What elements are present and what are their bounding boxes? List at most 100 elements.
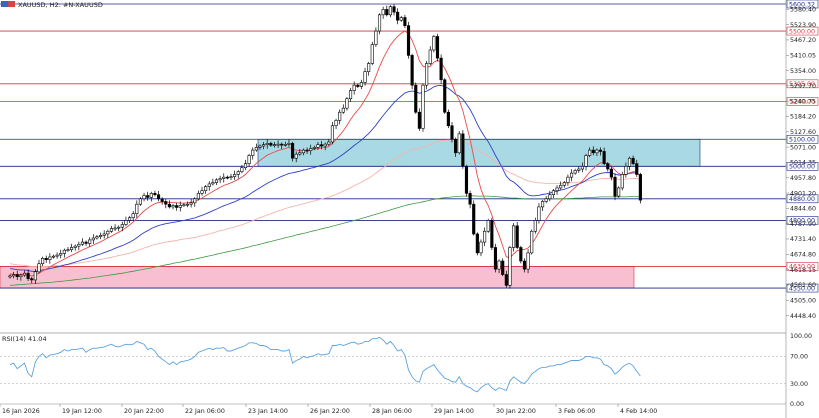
candle-body [265, 143, 269, 145]
time-tick-label: 28 Jan 06:00 [372, 408, 412, 415]
ma-slow-line [9, 139, 641, 268]
ma-mid-line [9, 84, 641, 272]
level-tag [786, 283, 819, 293]
candle-body [51, 255, 56, 258]
candle-body [526, 252, 530, 270]
candle-body [298, 152, 302, 155]
candle-body [461, 133, 465, 167]
candle-body [84, 241, 88, 244]
candle-body [70, 247, 74, 250]
candle-body [120, 224, 124, 228]
candle-body [617, 187, 621, 197]
price-tick-label: 4618.15 [790, 267, 816, 274]
candle-body [156, 194, 161, 200]
candle-body [102, 233, 106, 236]
candle-body [243, 163, 248, 168]
time-tick-label: 29 Jan 14:00 [434, 408, 474, 415]
candle-body [236, 171, 240, 175]
candle-body [381, 9, 385, 16]
candle-body [41, 258, 45, 265]
candle-body [367, 63, 371, 72]
level-label: 5600.32 [789, 1, 815, 8]
candle-body [421, 84, 425, 129]
price-tick-label: 5410.05 [790, 53, 816, 60]
candle-body [109, 228, 114, 232]
price-tick-label: 5240.75 [790, 98, 816, 105]
price-tick-label: 5184.20 [790, 114, 816, 121]
rsi-pane: 100.00 70.00 30.00 0.00 [0, 332, 812, 408]
rsi-tick-label: 70.00 [790, 354, 808, 361]
candle-body [204, 186, 208, 191]
candle-body [443, 79, 447, 113]
candle-body [327, 141, 331, 145]
time-tick-label: 30 Jan 22:00 [496, 408, 536, 415]
candle-body [189, 202, 193, 205]
price-tick-label: 4957.80 [790, 175, 816, 182]
candle-body [251, 149, 255, 156]
candle-body [548, 194, 552, 200]
candle-body [99, 235, 103, 237]
candle-body [301, 149, 306, 154]
symbol-icon-red [8, 1, 15, 7]
candle-body [439, 57, 443, 81]
time-tick-label: 22 Jan 06:00 [185, 408, 225, 415]
level-label: 4880.00 [789, 196, 815, 203]
candle-body [522, 260, 527, 270]
candle-body [598, 149, 603, 152]
candle-body [475, 233, 479, 254]
candle-body [127, 217, 132, 221]
level-tag [786, 0, 819, 9]
candle-body [580, 166, 584, 170]
candle-body [258, 145, 262, 148]
candle-body [638, 174, 642, 201]
price-tick-label: 5127.60 [790, 129, 816, 136]
candle-body [77, 243, 81, 247]
time-tick-label: 20 Jan 22:00 [124, 408, 164, 415]
candle-body [280, 143, 284, 146]
candle-body [569, 172, 574, 178]
rsi-line [9, 336, 641, 393]
candle-body [341, 107, 345, 113]
candle-body [497, 260, 501, 270]
candle-body [222, 176, 226, 179]
candle-body [142, 195, 146, 200]
candle-body [584, 155, 588, 167]
candle-body [30, 278, 34, 281]
candle-body [345, 98, 349, 109]
candle-body [330, 125, 335, 143]
rsi-label: RSI(14) 41.04 [2, 335, 47, 343]
candle-body [602, 151, 606, 164]
candle-body [544, 198, 548, 202]
candle-body [48, 256, 52, 260]
candle-body [167, 203, 171, 208]
candle-body [80, 241, 85, 245]
candle-body [12, 274, 16, 277]
time-tick-label: 19 Jan 12:00 [62, 408, 102, 415]
level-label: 5500.00 [789, 28, 815, 35]
candle-body [425, 63, 429, 86]
candle-body [631, 157, 635, 164]
price-tick-label: 4844.60 [790, 206, 816, 213]
price-tick-label: 4448.40 [790, 313, 816, 320]
time-axis: 16 Jan 2026 19 Jan 12:00 20 Jan 22:00 22 Ja… [0, 403, 786, 415]
candle-body [240, 167, 244, 173]
price-tick-label: 4561.60 [790, 282, 816, 289]
candle-body [501, 260, 505, 275]
candle-body [138, 198, 142, 205]
candle-body [113, 227, 117, 230]
candle-body [577, 168, 581, 171]
time-tick-label: 4 Feb 14:00 [620, 408, 657, 415]
price-tick-label: 5297.70 [790, 83, 816, 90]
candle-body [262, 144, 266, 147]
time-tick-label: 23 Jan 14:00 [248, 408, 288, 415]
candle-body [272, 144, 277, 146]
price-tick-label: 5014.35 [790, 160, 816, 167]
level-tag [786, 26, 819, 36]
level-label: 5100.00 [789, 137, 815, 144]
level-tag [786, 162, 819, 171]
time-tick-label: 16 Jan 2026 [2, 408, 40, 415]
candle-body [287, 143, 291, 145]
candle-body [385, 9, 389, 16]
candle-body [504, 274, 508, 286]
